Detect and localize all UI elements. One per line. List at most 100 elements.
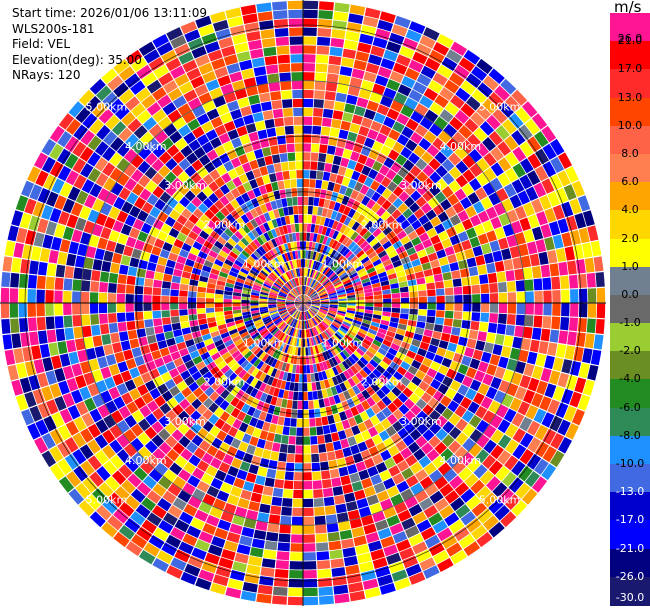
velocity-cell	[449, 116, 464, 131]
velocity-cell	[568, 274, 579, 289]
velocity-cell	[416, 519, 432, 533]
velocity-cell	[227, 359, 237, 368]
velocity-cell	[458, 125, 473, 139]
velocity-cell	[268, 173, 277, 183]
velocity-cell	[326, 285, 335, 291]
velocity-cell	[78, 89, 95, 106]
velocity-cell	[534, 424, 549, 441]
velocity-cell	[402, 159, 415, 172]
velocity-cell	[370, 180, 380, 191]
velocity-cell	[303, 277, 306, 286]
velocity-cell	[340, 475, 351, 486]
velocity-cell	[380, 58, 395, 70]
velocity-cell	[103, 130, 118, 146]
velocity-cell	[275, 397, 283, 407]
velocity-cell	[379, 582, 396, 595]
velocity-cell	[404, 422, 416, 434]
velocity-cell	[329, 423, 338, 433]
velocity-cell	[292, 98, 303, 108]
velocity-cell	[303, 445, 311, 454]
velocity-cell	[289, 251, 294, 260]
velocity-cell	[501, 394, 514, 408]
velocity-cell	[98, 303, 108, 314]
velocity-cell	[216, 319, 226, 326]
velocity-cell	[286, 399, 293, 409]
velocity-cell	[311, 306, 319, 310]
velocity-cell	[208, 413, 219, 425]
velocity-cell	[124, 379, 137, 392]
velocity-cell	[80, 460, 95, 476]
velocity-cell	[557, 152, 572, 169]
velocity-cell	[282, 371, 289, 381]
velocity-cell	[253, 250, 262, 259]
velocity-cell	[393, 225, 404, 235]
velocity-cell	[368, 224, 378, 234]
velocity-cell	[557, 372, 569, 388]
velocity-cell	[324, 330, 331, 339]
velocity-cell	[372, 83, 386, 95]
velocity-cell	[154, 271, 164, 281]
velocity-cell	[325, 316, 334, 322]
velocity-cell	[284, 234, 290, 243]
velocity-cell	[81, 179, 95, 194]
velocity-cell	[402, 555, 419, 569]
range-ring-label: 5.00km	[86, 100, 128, 113]
velocity-cell	[501, 248, 512, 260]
velocity-cell	[357, 441, 368, 452]
velocity-cell	[240, 489, 252, 501]
velocity-cell	[363, 486, 376, 498]
velocity-cell	[309, 292, 317, 298]
velocity-cell	[226, 321, 236, 328]
velocity-cell	[424, 534, 441, 549]
velocity-cell	[271, 315, 280, 321]
velocity-cell	[305, 320, 309, 329]
velocity-cell	[125, 96, 140, 111]
velocity-cell	[300, 303, 303, 311]
velocity-cell	[246, 221, 255, 231]
velocity-cell	[192, 488, 206, 501]
velocity-cell	[319, 380, 326, 390]
velocity-cell	[305, 268, 309, 277]
velocity-cell	[364, 375, 374, 386]
velocity-cell	[408, 89, 423, 103]
velocity-cell	[209, 326, 219, 333]
velocity-cell	[321, 320, 329, 328]
velocity-cell	[137, 210, 149, 222]
velocity-cell	[328, 136, 338, 147]
velocity-cell	[63, 290, 72, 303]
velocity-cell	[253, 347, 262, 356]
velocity-cell	[177, 184, 190, 196]
velocity-cell	[222, 141, 234, 152]
velocity-cell	[202, 409, 214, 420]
velocity-cell	[244, 319, 254, 325]
velocity-cell	[525, 404, 539, 420]
velocity-cell	[389, 376, 400, 386]
velocity-cell	[266, 322, 275, 329]
velocity-cell	[434, 223, 446, 234]
velocity-cell	[277, 307, 287, 311]
velocity-cell	[508, 477, 524, 493]
velocity-cell	[506, 358, 518, 372]
velocity-cell	[331, 164, 340, 174]
velocity-cell	[488, 498, 504, 514]
velocity-cell	[326, 287, 335, 293]
velocity-cell	[307, 329, 311, 338]
velocity-cell	[303, 45, 316, 54]
velocity-cell	[325, 154, 335, 164]
velocity-cell	[503, 183, 517, 198]
velocity-cell	[257, 325, 266, 332]
velocity-cell	[303, 374, 307, 383]
velocity-cell	[323, 397, 331, 407]
velocity-cell	[303, 297, 310, 303]
velocity-cell	[400, 488, 414, 501]
velocity-cell	[166, 397, 179, 409]
velocity-cell	[427, 397, 440, 409]
velocity-cell	[48, 342, 59, 357]
velocity-cell	[452, 460, 466, 475]
velocity-cell	[355, 224, 365, 234]
velocity-cell	[315, 262, 321, 271]
velocity-cell	[303, 98, 314, 108]
velocity-cell	[154, 130, 169, 144]
velocity-cell	[165, 361, 176, 372]
velocity-cell	[430, 379, 442, 390]
